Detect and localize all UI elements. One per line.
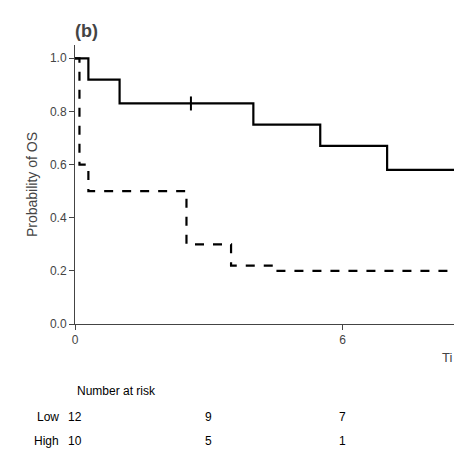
svg-text:5: 5 [205,434,212,448]
svg-text:1: 1 [339,434,346,448]
svg-text:Probability of OS: Probability of OS [24,132,40,237]
svg-text:0.8: 0.8 [50,105,67,119]
svg-text:12: 12 [68,410,82,424]
svg-text:Ti: Ti [442,350,452,365]
svg-text:0.4: 0.4 [50,211,67,225]
svg-text:Number at risk: Number at risk [77,384,156,398]
svg-text:0.0: 0.0 [50,317,67,331]
svg-text:1.0: 1.0 [50,51,67,65]
svg-text:0.6: 0.6 [50,158,67,172]
svg-text:10: 10 [68,434,82,448]
svg-text:7: 7 [339,410,346,424]
svg-text:Low: Low [37,410,59,424]
svg-text:9: 9 [205,410,212,424]
svg-text:0: 0 [72,333,79,347]
svg-text:High: High [34,434,59,448]
svg-text:6: 6 [339,333,346,347]
svg-text:0.2: 0.2 [50,264,67,278]
svg-text:(b): (b) [75,21,98,41]
